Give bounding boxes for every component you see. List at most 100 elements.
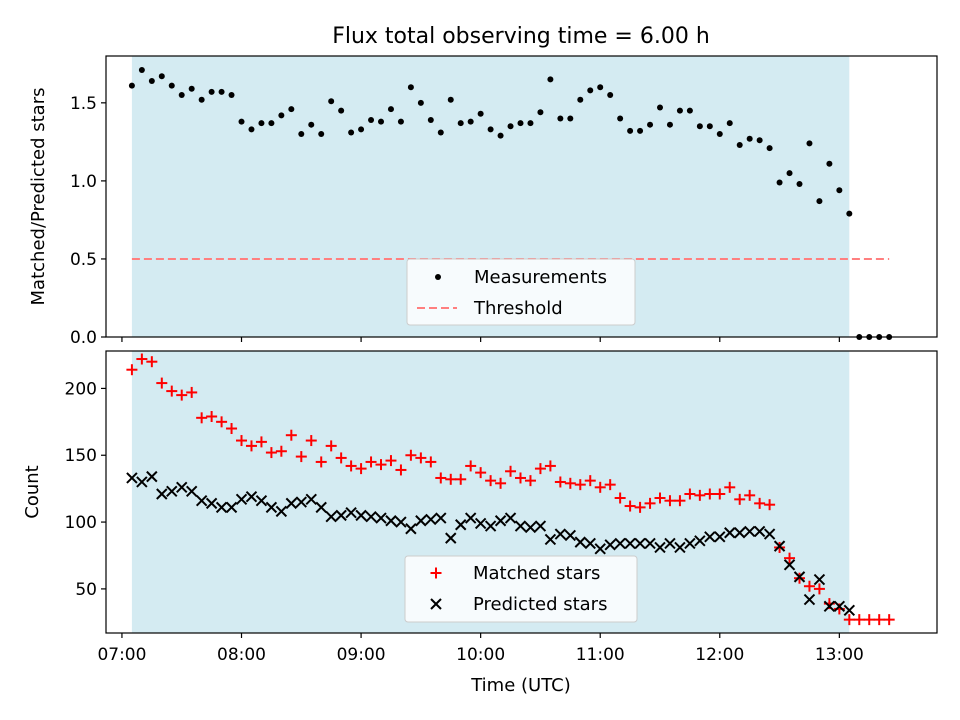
x-marker-b [146,470,158,483]
x-marker-b [166,485,178,498]
measurement-point [417,99,424,106]
matched-star-point [694,489,706,501]
matched-star-point [295,451,307,463]
predicted-star-point [574,536,586,548]
matched-star-point [574,479,586,491]
x-marker-b [455,519,467,531]
x-marker-b [126,472,138,484]
predicted-star-point [734,527,746,539]
x-marker-b [634,537,646,550]
x-marker-b [773,540,786,552]
x-marker-b [305,493,317,506]
x-marker-b [136,476,148,488]
matched-star-point [604,479,616,491]
measurement-point [268,120,275,127]
measurement-point [547,76,554,83]
x-marker-b [445,532,457,544]
x-marker-b [215,501,228,514]
matched-star-point [236,435,248,447]
matched-star-point [873,614,885,626]
measurement-point [686,107,693,114]
predicted-star-point [763,528,776,540]
x-marker-b [315,501,327,514]
bottom-legend-matched-marker [430,567,442,579]
predicted-star-point [195,494,208,507]
x-marker-b [375,512,387,524]
predicted-star-point [833,600,846,612]
predicted-star-point [654,541,666,554]
predicted-star-point [524,521,537,534]
measurement-points [128,67,893,340]
predicted-star-point [464,512,477,524]
x-marker-b [714,531,726,543]
matched-star-point [734,493,746,505]
predicted-star-point [584,537,596,550]
bottom-x-ticks: 07:00 08:00 09:00 10:00 11:00 12:00 13:00 [97,633,864,665]
top-y-axis-label: Matched/Predicted stars [28,88,49,306]
measurement-point [228,92,235,99]
bottom-axes-frame [105,350,938,634]
predicted-star-point [803,593,816,606]
matched-star-point [355,463,367,475]
matched-star-point [544,460,556,472]
predicted-star-point [843,604,856,616]
x-marker-b [285,497,298,510]
matched-star-point [505,465,517,477]
matched-star-point [764,499,776,511]
measurement-point [647,121,654,128]
matched-star-point [784,552,796,564]
matched-star-point [265,447,277,459]
predicted-star-point [215,501,228,514]
matched-star-point [226,423,238,435]
predicted-star-point [245,490,258,503]
predicted-star-point [514,520,527,532]
measurement-point [676,107,683,114]
matched-star-point [255,436,267,448]
measurement-point [507,123,514,130]
matched-star-point [166,385,178,397]
measurement-point [477,110,484,117]
bottom-y-tick-label: 200 [65,379,97,399]
measurement-point [706,123,713,130]
measurement-point [607,92,614,99]
x-tick-label: 08:00 [217,645,266,665]
predicted-star-point [624,537,636,550]
predicted-star-point [156,488,168,500]
predicted-star-point [674,541,686,554]
matched-star-point [853,614,865,626]
measurement-point [238,118,245,125]
matched-star-point [345,460,357,472]
predicted-star-point [793,571,806,583]
predicted-star-point [823,600,836,612]
x-marker-b [295,496,308,508]
measurement-point [298,131,305,138]
measurement-point [378,118,385,125]
measurement-point [128,82,135,89]
matched-star-point [465,460,477,472]
measurement-point [437,129,444,136]
matched-star-point [156,377,168,389]
x-marker-b [584,537,596,550]
x-marker-b [674,541,686,554]
measurement-point [248,126,255,133]
matched-star-point [485,475,497,487]
x-marker-b [474,517,487,530]
matched-star-point [714,488,726,500]
x-marker-b [783,559,796,571]
measurement-point [208,88,215,95]
matched-star-point [634,501,646,513]
matched-stars-points [126,353,895,626]
predicted-star-point [455,519,467,531]
measurement-point [657,104,663,111]
predicted-star-point [494,515,507,527]
x-marker-b [704,531,716,543]
matched-star-point [245,440,257,452]
predicted-star-point [604,539,616,551]
predicted-star-point [385,515,397,527]
x-marker-b [843,604,856,616]
measurement-point [736,141,743,148]
count-panel: 07:00 08:00 09:00 10:00 11:00 12:00 13:00 50 10… [22,350,938,696]
x-marker-b [430,598,442,610]
bottom-legend-box [404,555,638,623]
